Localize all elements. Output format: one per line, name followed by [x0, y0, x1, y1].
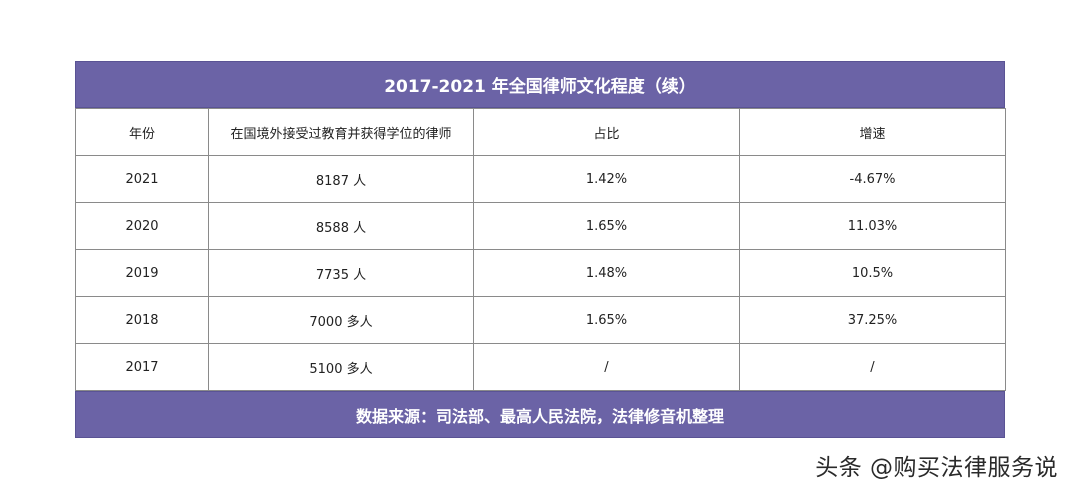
table-row: 2019 7735 人 1.48% 10.5% [75, 249, 1006, 297]
header-year: 年份 [75, 108, 209, 156]
data-table: 2017-2021 年全国律师文化程度（续） 年份 在国境外接受过教育并获得学位… [75, 61, 1006, 438]
cell-share: / [473, 343, 740, 391]
source-note: 数据来源：司法部、最高人民法院，法律修音机整理 [75, 391, 1005, 438]
cell-year: 2019 [75, 249, 209, 297]
cell-year: 2021 [75, 155, 209, 203]
header-growth: 增速 [739, 108, 1006, 156]
table-title: 2017-2021 年全国律师文化程度（续） [75, 61, 1005, 108]
cell-growth: 10.5% [739, 249, 1006, 297]
cell-share: 1.65% [473, 202, 740, 250]
cell-growth: -4.67% [739, 155, 1006, 203]
table-row: 2020 8588 人 1.65% 11.03% [75, 202, 1006, 250]
cell-count: 8588 人 [208, 202, 474, 250]
cell-share: 1.48% [473, 249, 740, 297]
cell-growth: 37.25% [739, 296, 1006, 344]
cell-year: 2018 [75, 296, 209, 344]
table-row: 2021 8187 人 1.42% -4.67% [75, 155, 1006, 203]
cell-year: 2017 [75, 343, 209, 391]
header-share: 占比 [473, 108, 740, 156]
table-row: 2017 5100 多人 / / [75, 343, 1006, 391]
cell-growth: / [739, 343, 1006, 391]
table-row: 2018 7000 多人 1.65% 37.25% [75, 296, 1006, 344]
cell-count: 5100 多人 [208, 343, 474, 391]
cell-growth: 11.03% [739, 202, 1006, 250]
watermark-text: 头条 @购买法律服务说 [815, 455, 1058, 481]
cell-count: 8187 人 [208, 155, 474, 203]
table-body: 年份 在国境外接受过教育并获得学位的律师 占比 增速 2021 8187 人 1… [75, 108, 1006, 391]
cell-share: 1.42% [473, 155, 740, 203]
cell-year: 2020 [75, 202, 209, 250]
cell-share: 1.65% [473, 296, 740, 344]
cell-count: 7735 人 [208, 249, 474, 297]
cell-count: 7000 多人 [208, 296, 474, 344]
header-row: 年份 在国境外接受过教育并获得学位的律师 占比 增速 [75, 108, 1006, 156]
header-lawyers-abroad: 在国境外接受过教育并获得学位的律师 [208, 108, 474, 156]
